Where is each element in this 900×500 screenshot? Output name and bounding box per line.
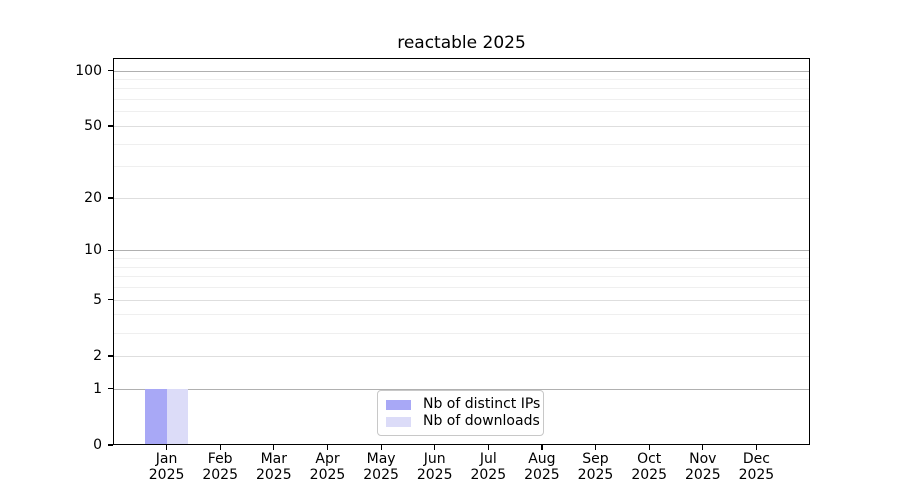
x-tick-label: Jul 2025 xyxy=(470,451,507,483)
x-tick-mark xyxy=(380,445,382,450)
x-tick-mark xyxy=(326,445,329,450)
x-tick-mark xyxy=(648,445,650,450)
y-tick-mark xyxy=(108,444,113,446)
gridline-minor xyxy=(113,266,810,268)
y-tick-mark xyxy=(108,69,113,72)
x-tick-label: Dec 2025 xyxy=(738,451,775,483)
x-tick-label: Jun 2025 xyxy=(416,451,453,483)
x-tick-label: May 2025 xyxy=(363,451,399,483)
gridline-major xyxy=(113,125,810,127)
plot-frame xyxy=(113,58,810,445)
x-tick-mark xyxy=(541,445,543,450)
gridline-minor xyxy=(113,332,810,334)
y-tick-label: 2 xyxy=(93,347,102,364)
y-tick-mark xyxy=(108,197,113,199)
legend-item-downloads: Nb of downloads xyxy=(386,413,540,430)
legend-label-distinct-ips: Nb of distinct IPs xyxy=(423,396,541,412)
y-tick-label: 0 xyxy=(93,437,102,453)
gridline-major xyxy=(113,299,810,301)
x-tick-mark xyxy=(755,445,758,450)
x-tick-label: Apr 2025 xyxy=(309,451,346,483)
y-tick-mark xyxy=(108,299,113,301)
y-tick-mark xyxy=(108,355,113,357)
bar-distinct-ips xyxy=(145,388,167,445)
gridline-minor xyxy=(113,276,810,278)
gridline-minor xyxy=(113,79,810,80)
gridline-minor xyxy=(113,258,810,260)
legend-swatch-downloads xyxy=(386,416,411,427)
y-tick-label: 10 xyxy=(84,242,102,259)
x-tick-mark xyxy=(219,445,221,450)
chart-title: reactable 2025 xyxy=(397,33,526,53)
y-tick-mark xyxy=(108,249,113,252)
legend: Nb of distinct IPs Nb of downloads xyxy=(377,390,544,436)
x-tick-mark xyxy=(273,445,275,450)
y-tick-label: 20 xyxy=(84,189,102,206)
gridline-decade xyxy=(113,70,810,72)
legend-item-distinct-ips: Nb of distinct IPs xyxy=(386,396,540,413)
x-tick-mark xyxy=(702,445,704,450)
gridline-minor xyxy=(113,143,810,145)
gridline-minor xyxy=(113,88,810,90)
y-tick-label: 5 xyxy=(93,291,102,308)
y-tick-label: 100 xyxy=(75,62,102,79)
gridline-minor xyxy=(113,314,810,316)
x-tick-label: Nov 2025 xyxy=(684,451,721,483)
x-tick-label: Feb 2025 xyxy=(202,451,238,483)
x-tick-label: Jan 2025 xyxy=(148,451,185,483)
gridline-minor xyxy=(113,111,810,113)
gridline-major xyxy=(113,355,810,357)
y-tick-mark xyxy=(108,388,113,390)
gridline-minor xyxy=(113,287,810,289)
x-tick-mark xyxy=(166,445,168,450)
y-tick-mark xyxy=(108,125,113,127)
x-tick-mark xyxy=(434,445,436,450)
gridline-minor xyxy=(113,166,810,168)
plot-area xyxy=(113,58,810,445)
x-tick-mark xyxy=(487,445,489,450)
gridline-decade xyxy=(113,388,810,390)
gridline-decade xyxy=(113,250,810,252)
legend-swatch-distinct-ips xyxy=(386,399,411,410)
gridline-major xyxy=(113,197,810,199)
x-tick-label: Sep 2025 xyxy=(577,451,614,483)
y-tick-label: 50 xyxy=(84,117,102,134)
y-tick-label: 1 xyxy=(93,380,102,397)
x-tick-label: Mar 2025 xyxy=(255,451,292,483)
legend-label-downloads: Nb of downloads xyxy=(423,413,540,429)
x-tick-mark xyxy=(594,445,597,450)
x-tick-label: Aug 2025 xyxy=(524,451,560,483)
x-tick-label: Oct 2025 xyxy=(631,451,667,483)
gridline-minor xyxy=(113,99,810,101)
bar-downloads xyxy=(166,388,189,445)
